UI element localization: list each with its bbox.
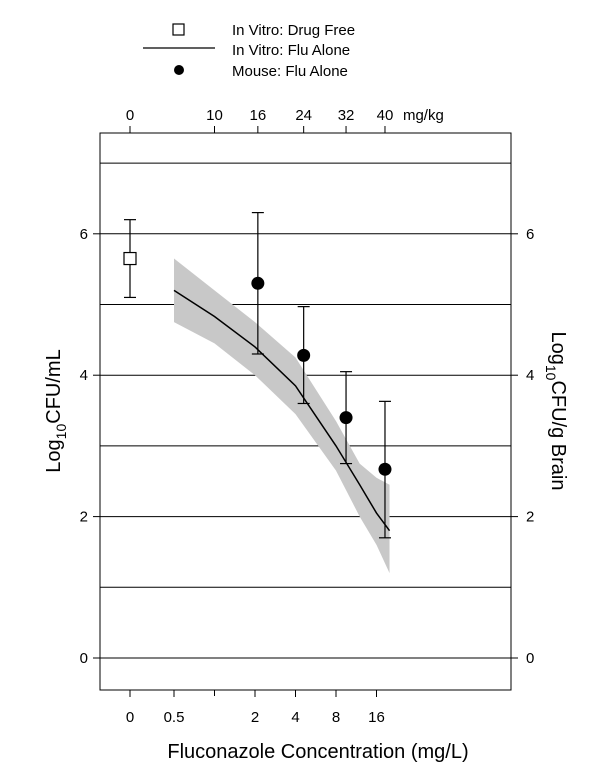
y-axis-title-left: Log10CFU/mL xyxy=(43,349,69,472)
y-tick-label-right: 6 xyxy=(526,226,534,243)
confidence-band xyxy=(174,258,390,574)
data-point-mouse-flu-alone xyxy=(378,462,392,476)
legend-label-flu-alone-mouse: Mouse: Flu Alone xyxy=(232,63,348,80)
y-tick-label-left: 4 xyxy=(80,367,88,384)
y-tick-label-right: 4 xyxy=(526,367,534,384)
model-curve xyxy=(173,289,391,532)
x-tick-label-top: 10 xyxy=(206,107,223,124)
y-tick-label-left: 2 xyxy=(80,509,88,526)
y-tick-label-left: 6 xyxy=(80,226,88,243)
x-top-unit-label: mg/kg xyxy=(403,107,444,124)
plot-frame xyxy=(99,132,512,691)
y-axis-title-right: Log10CFU/g Brain xyxy=(543,332,569,491)
legend-marker-filled-circle xyxy=(174,65,184,75)
y-tick-label-left: 0 xyxy=(80,650,88,667)
confidence-band-area xyxy=(174,258,390,574)
x-tick-label-bottom: 0.5 xyxy=(164,709,185,726)
x-tick-label-bottom: 0 xyxy=(126,709,134,726)
legend: In Vitro: Drug Free In Vitro: Flu Alone … xyxy=(143,22,355,80)
x-tick-label-bottom: 2 xyxy=(251,709,259,726)
y-tick-label-right: 2 xyxy=(526,509,534,526)
data-markers xyxy=(123,251,392,476)
gridlines xyxy=(100,162,511,659)
legend-marker-open-square xyxy=(172,23,185,36)
x-tick-label-top: 40 xyxy=(377,107,394,124)
data-point-mouse-flu-alone xyxy=(339,411,353,425)
series-line-in-vitro-flu-alone xyxy=(173,289,391,532)
x-tick-label-top: 0 xyxy=(126,107,134,124)
data-point-mouse-flu-alone xyxy=(251,276,265,290)
data-point-drug-free xyxy=(123,251,137,266)
x-axis-title: Fluconazole Concentration (mg/L) xyxy=(167,741,468,763)
x-tick-label-bottom: 16 xyxy=(368,709,385,726)
x-tick-label-top: 16 xyxy=(250,107,267,124)
y-tick-label-right: 0 xyxy=(526,650,534,667)
x-tick-label-bottom: 8 xyxy=(332,709,340,726)
data-point-mouse-flu-alone xyxy=(297,348,311,362)
legend-label-flu-alone-in-vitro: In Vitro: Flu Alone xyxy=(232,42,350,59)
x-tick-label-bottom: 4 xyxy=(291,709,299,726)
x-tick-label-top: 24 xyxy=(295,107,312,124)
legend-label-drug-free: In Vitro: Drug Free xyxy=(232,22,355,39)
x-tick-label-top: 32 xyxy=(338,107,355,124)
